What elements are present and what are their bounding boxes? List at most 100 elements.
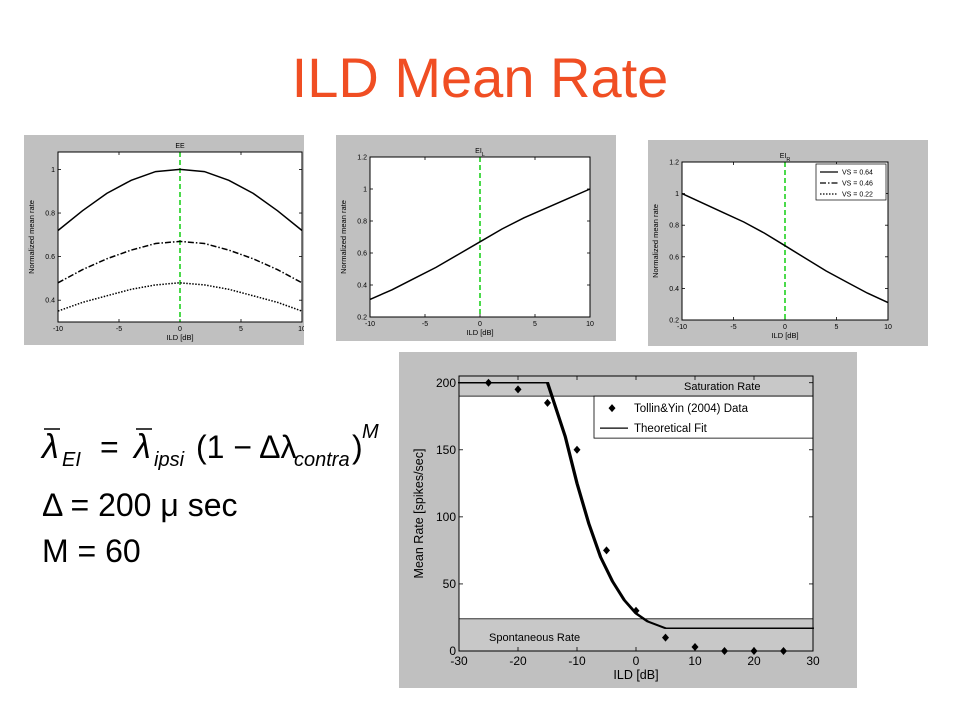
formula-sub-ipsi: ipsi bbox=[154, 449, 185, 471]
data-point bbox=[485, 378, 492, 387]
y-tick-label: 0.6 bbox=[669, 254, 679, 261]
band-label: Saturation Rate bbox=[684, 381, 760, 393]
eil-chart: -10 -5 0 5 10 0.2 0.4 0.6 0.8 1 1.2 ILD [dB] Normali… bbox=[339, 148, 594, 337]
y-tick-label: 0.2 bbox=[669, 317, 679, 324]
y-tick-label: 200 bbox=[436, 376, 456, 390]
x-tick-label: -10 bbox=[677, 324, 687, 331]
eil-chart-panel: -10 -5 0 5 10 0.2 0.4 0.6 0.8 1 1.2 ILD [dB] Normali… bbox=[336, 135, 616, 341]
plot-frame bbox=[369, 156, 591, 318]
formula-close: ) bbox=[352, 429, 363, 465]
chart-title: EIR bbox=[780, 153, 791, 163]
x-tick-label: 10 bbox=[298, 326, 304, 333]
legend-swatch bbox=[608, 404, 616, 413]
y-tick-label: 0.8 bbox=[357, 218, 367, 225]
x-tick-label: -10 bbox=[53, 326, 63, 333]
y-tick-label: 0.8 bbox=[669, 223, 679, 230]
mean-rate-chart-panel: Saturation Rate Spontaneous Rate -30 -20 -10… bbox=[399, 352, 857, 688]
y-tick-label: 0 bbox=[449, 644, 456, 658]
y-tick-label: 0.4 bbox=[357, 282, 367, 289]
y-axis-label: Normalized mean rate bbox=[339, 200, 348, 274]
y-tick-label: 100 bbox=[436, 510, 456, 524]
y-tick-label: 0.4 bbox=[669, 286, 679, 293]
formula-paren: (1 − Δλ bbox=[196, 429, 297, 465]
legend-label: VS = 0.22 bbox=[842, 192, 873, 199]
eir-chart: -10 -5 0 5 10 0.2 0.4 0.6 0.8 1 1.2 ILD [dB] Normali… bbox=[651, 153, 892, 340]
plot-frame bbox=[57, 151, 303, 323]
chart-title-subscript: L bbox=[482, 152, 485, 158]
x-axis-label: ILD [dB] bbox=[613, 668, 658, 682]
data-point bbox=[632, 606, 640, 615]
series-line bbox=[57, 240, 303, 284]
y-axis-label: Normalized mean rate bbox=[651, 204, 660, 278]
series-line bbox=[369, 188, 591, 301]
data-point bbox=[573, 445, 581, 454]
formula-block: λ EI = λ ipsi (1 − Δλ contra ) M Δ = 200… bbox=[40, 421, 379, 569]
series-line bbox=[681, 192, 889, 304]
chart-title: EE bbox=[175, 143, 185, 150]
y-tick-label: 1 bbox=[363, 186, 367, 193]
x-tick-label: 5 bbox=[835, 324, 839, 331]
y-tick-label: 0.6 bbox=[357, 250, 367, 257]
x-tick-label: -5 bbox=[730, 324, 736, 331]
y-tick-label: 0.2 bbox=[357, 314, 367, 321]
legend-label: Theoretical Fit bbox=[634, 423, 708, 435]
y-tick-label: 50 bbox=[443, 577, 457, 591]
y-tick-label: 1 bbox=[675, 191, 679, 198]
formula-sub-ei: EI bbox=[62, 449, 81, 471]
x-tick-label: -5 bbox=[116, 326, 122, 333]
x-tick-label: 10 bbox=[884, 324, 892, 331]
legend-label: VS = 0.64 bbox=[842, 170, 873, 177]
slide-title: ILD Mean Rate bbox=[291, 46, 669, 109]
x-tick-label: 30 bbox=[806, 654, 820, 668]
y-axis-label: Mean Rate [spikes/sec] bbox=[412, 449, 426, 579]
chart-title-subscript: R bbox=[786, 157, 790, 163]
y-tick-label: 150 bbox=[436, 443, 456, 457]
ee-chart-panel: -10 -5 0 5 10 0.4 0.6 0.8 1 ILD [dB] Normalized me… bbox=[24, 135, 304, 345]
x-tick-label: 10 bbox=[586, 321, 594, 328]
x-axis-label: ILD [dB] bbox=[166, 333, 193, 342]
eir-chart-panel: -10 -5 0 5 10 0.2 0.4 0.6 0.8 1 1.2 ILD [dB] Normali… bbox=[648, 140, 928, 346]
x-axis-label: ILD [dB] bbox=[466, 328, 493, 337]
y-tick-label: 0.8 bbox=[45, 210, 55, 217]
formula-exp: M bbox=[362, 421, 379, 443]
formula-sub-contra: contra bbox=[294, 449, 350, 471]
x-tick-label: -10 bbox=[568, 654, 586, 668]
x-tick-label: -5 bbox=[422, 321, 428, 328]
series-line bbox=[57, 282, 303, 312]
x-tick-label: 5 bbox=[239, 326, 243, 333]
plot-frame bbox=[458, 375, 814, 652]
legend-box bbox=[815, 163, 887, 201]
y-axis-label: Normalized mean rate bbox=[27, 200, 36, 274]
x-tick-label: 5 bbox=[533, 321, 537, 328]
formula-m: M = 60 bbox=[42, 533, 141, 569]
x-tick-label: -20 bbox=[509, 654, 527, 668]
x-tick-label: 0 bbox=[178, 326, 182, 333]
ee-chart: -10 -5 0 5 10 0.4 0.6 0.8 1 ILD [dB] Normalized me… bbox=[27, 143, 304, 342]
y-tick-label: 0.4 bbox=[45, 298, 55, 305]
formula-lambda-ipsi: λ bbox=[132, 428, 151, 466]
series-line bbox=[57, 168, 303, 232]
y-tick-label: 1.2 bbox=[669, 159, 679, 166]
data-point bbox=[662, 633, 669, 642]
formula-lambda-ei: λ bbox=[40, 428, 59, 466]
data-point bbox=[603, 546, 610, 555]
y-tick-label: 1.2 bbox=[357, 154, 367, 161]
x-tick-label: -10 bbox=[365, 321, 375, 328]
x-tick-label: 0 bbox=[783, 324, 787, 331]
y-tick-label: 1 bbox=[51, 167, 55, 174]
formula-equals: = bbox=[100, 429, 119, 465]
mean-rate-chart: Saturation Rate Spontaneous Rate -30 -20 -10… bbox=[412, 375, 820, 682]
rate-band bbox=[458, 618, 814, 652]
x-tick-label: -30 bbox=[450, 654, 468, 668]
x-tick-label: 0 bbox=[478, 321, 482, 328]
formula-delta: Δ = 200 μ sec bbox=[42, 487, 237, 523]
legend-label: VS = 0.46 bbox=[842, 181, 873, 188]
x-tick-label: 20 bbox=[747, 654, 761, 668]
x-axis-label: ILD [dB] bbox=[771, 331, 798, 340]
legend-label: Tollin&Yin (2004) Data bbox=[634, 403, 749, 415]
y-tick-label: 0.6 bbox=[45, 254, 55, 261]
data-point bbox=[514, 385, 522, 394]
x-tick-label: 0 bbox=[633, 654, 640, 668]
data-point bbox=[544, 398, 551, 407]
fit-line bbox=[460, 382, 814, 629]
